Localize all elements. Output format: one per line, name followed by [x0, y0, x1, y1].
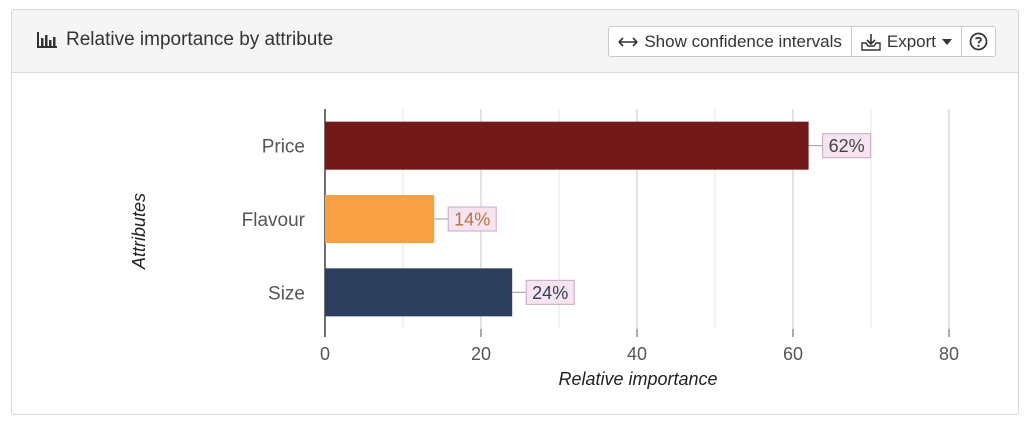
y-axis-label: Attributes — [129, 193, 149, 270]
x-tick-label: 40 — [627, 344, 647, 364]
bar-chart-icon — [36, 31, 58, 49]
x-tick-label: 0 — [320, 344, 330, 364]
chart-area: Price 62% Flavour 14% Size 24% 0 20 40 60 80 Relati… — [12, 73, 1018, 414]
export-button[interactable]: Export — [850, 26, 962, 57]
download-tray-icon — [861, 33, 881, 51]
confidence-label: Show confidence intervals — [644, 31, 842, 51]
data-label-box — [822, 133, 872, 159]
data-label: 62% — [829, 136, 865, 156]
data-label: 14% — [454, 210, 490, 230]
chart-title: Relative importance by attribute — [66, 29, 334, 50]
y-tick-label: Size — [268, 283, 305, 304]
y-tick-label: Price — [262, 137, 305, 158]
x-tick-label: 20 — [471, 344, 491, 364]
show-confidence-intervals-button[interactable]: Show confidence intervals — [608, 26, 852, 57]
x-tick-label: 80 — [939, 344, 959, 364]
left-right-arrow-icon — [618, 36, 638, 47]
panel-title: Relative importance by attribute — [36, 29, 333, 51]
y-tick-label: Flavour — [242, 210, 306, 231]
data-label-box — [525, 279, 575, 305]
export-label: Export — [886, 31, 936, 51]
data-label: 24% — [532, 283, 568, 303]
bar-size — [325, 268, 513, 317]
x-axis-label: Relative importance — [558, 369, 717, 389]
bar-price — [325, 121, 809, 170]
help-button[interactable] — [961, 26, 996, 57]
bar-flavour — [325, 195, 435, 243]
panel-header: Relative importance by attribute Show co… — [12, 10, 1018, 73]
x-tick-label: 60 — [783, 344, 803, 364]
data-label-box — [447, 206, 497, 232]
bar-chart: Price 62% Flavour 14% Size 24% 0 20 40 60 80 Relati… — [129, 109, 959, 389]
chevron-down-icon — [942, 38, 952, 45]
help-circle-icon — [969, 32, 988, 51]
toolbar: Show confidence intervals Export — [608, 26, 996, 57]
chart-panel: Relative importance by attribute Show co… — [11, 9, 1019, 415]
